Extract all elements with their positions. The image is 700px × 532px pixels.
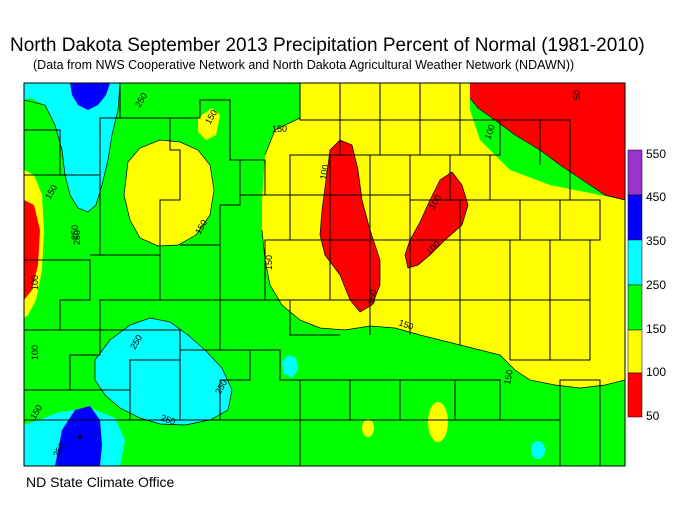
cyan-spot-central — [282, 355, 298, 378]
legend-tick-450: 450 — [646, 190, 666, 204]
red-region-east-streak — [405, 172, 468, 268]
legend: 550 450 350 250 150 100 50 — [627, 147, 666, 423]
contour-lines — [23, 82, 626, 426]
blue-dot-southwest — [78, 435, 82, 439]
legend-tick-350: 350 — [646, 234, 666, 248]
contour-label: 150 — [264, 255, 274, 270]
cyan-region-northwest — [24, 83, 120, 212]
cyan-spot-southeast — [531, 441, 545, 459]
yellow-spot-south-2 — [362, 419, 374, 437]
contour-label: 150 — [272, 124, 287, 134]
yellow-spot-south-1 — [428, 402, 448, 442]
contour-label: 250 — [159, 412, 177, 427]
map-title: North Dakota September 2013 Precipitatio… — [10, 35, 645, 56]
credit-text: ND State Climate Office — [26, 474, 175, 490]
legend-bin-100-150 — [627, 329, 643, 374]
contour-label: 250 — [70, 225, 80, 240]
legend-bin-250-350 — [627, 239, 643, 286]
legend-bin-150-250 — [627, 284, 643, 331]
legend-tick-100: 100 — [646, 365, 666, 379]
contour-label: 50 — [572, 90, 582, 100]
map-subtitle: (Data from NWS Cooperative Network and N… — [33, 58, 575, 72]
contour-label: 100 — [30, 345, 40, 360]
red-region-central-streak — [320, 140, 380, 312]
contour-label: 150 — [502, 369, 514, 386]
legend-bin-350-450 — [627, 194, 643, 241]
contour-label: 250 — [72, 230, 82, 245]
legend-bin-450-550 — [627, 149, 643, 196]
legend-bin-50-100 — [627, 372, 643, 418]
blue-region-northwest — [70, 83, 110, 110]
legend-tick-50: 50 — [646, 409, 660, 423]
contour-label: 100 — [30, 275, 40, 290]
red-region-northeast — [470, 83, 625, 200]
contour-labels: 250 150 50 100 150 150 100 100 100 150 2… — [28, 90, 582, 459]
county-boundaries — [23, 82, 626, 467]
yellow-region-west-central — [124, 140, 214, 246]
legend-tick-250: 250 — [646, 278, 666, 292]
contour-label: 100 — [318, 164, 330, 181]
legend-tick-550: 550 — [646, 147, 666, 161]
yellow-region-west-small — [198, 108, 220, 140]
contour-label: 150 — [397, 317, 415, 332]
contour-label: 100 — [482, 123, 497, 141]
red-region-west-edge — [24, 200, 40, 300]
legend-tick-150: 150 — [646, 322, 666, 336]
contour-label: 150 — [366, 289, 378, 306]
cyan-region-southwest — [95, 318, 232, 425]
